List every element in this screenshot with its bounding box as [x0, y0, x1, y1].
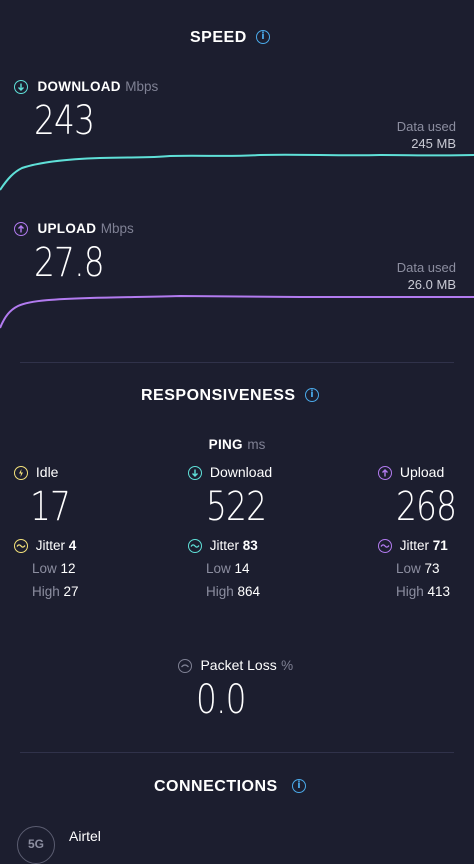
- divider: [20, 752, 454, 753]
- idle-low-label: Low: [32, 561, 57, 576]
- arrow-up-icon: [378, 466, 392, 481]
- connections-info-icon[interactable]: i: [292, 779, 306, 793]
- speed-section-title: SPEED: [190, 29, 247, 46]
- upload-data-used-label: Data used: [396, 260, 456, 275]
- download-low-value: 14: [234, 561, 250, 576]
- connection-type-badge: 5G: [17, 826, 55, 864]
- upload-jitter-label: Jitter: [399, 538, 430, 553]
- jitter-wave-icon: [378, 539, 392, 554]
- upload-jitter-row: Jitter 71: [378, 538, 448, 554]
- download-speed-graph: [0, 153, 474, 191]
- download-speed-value: 243: [34, 98, 95, 144]
- idle-low-row: Low 12: [32, 561, 76, 576]
- download-data-used: Data used 245 MB: [397, 118, 456, 152]
- upload-ping-label: Upload: [399, 464, 445, 480]
- idle-high-value: 27: [63, 584, 79, 599]
- ping-label: PING: [208, 437, 243, 452]
- upload-unit: Mbps: [100, 221, 134, 236]
- download-high-value: 864: [237, 584, 261, 599]
- packet-loss-unit: %: [281, 658, 294, 673]
- upload-high-row: High 413: [396, 584, 450, 599]
- arrow-down-icon: [188, 466, 202, 481]
- upload-low-row: Low 73: [396, 561, 440, 576]
- upload-label-row: UPLOAD Mbps: [14, 220, 134, 238]
- packet-loss-value: 0.0: [196, 677, 247, 723]
- idle-high-label: High: [32, 584, 60, 599]
- idle-jitter-value: 4: [68, 538, 77, 553]
- upload-speed-value: 27.8: [34, 240, 105, 286]
- packet-loss-icon: [178, 658, 192, 673]
- responsiveness-info-icon[interactable]: i: [305, 388, 319, 402]
- upload-low-value: 73: [424, 561, 440, 576]
- download-label: DOWNLOAD: [37, 79, 121, 94]
- divider: [20, 362, 454, 363]
- upload-high-label: High: [396, 584, 424, 599]
- connections-section-title: CONNECTIONS: [154, 778, 278, 795]
- speed-info-icon[interactable]: i: [256, 30, 270, 44]
- download-high-row: High 864: [206, 584, 260, 599]
- download-ping-column: Download: [188, 464, 273, 481]
- download-jitter-label: Jitter: [209, 538, 240, 553]
- upload-high-value: 413: [427, 584, 451, 599]
- provider-name: Airtel: [69, 828, 101, 844]
- download-high-label: High: [206, 584, 234, 599]
- ping-unit: ms: [247, 437, 266, 452]
- packet-loss-label-row: Packet Loss %: [178, 657, 293, 675]
- download-label-row: DOWNLOAD Mbps: [14, 78, 158, 96]
- download-data-used-value: 245 MB: [411, 136, 456, 151]
- ping-label-row: PING ms: [0, 436, 474, 454]
- download-data-used-label: Data used: [396, 119, 456, 134]
- download-unit: Mbps: [125, 79, 159, 94]
- arrow-down-icon: [14, 79, 28, 94]
- idle-ping-value: 17: [30, 484, 71, 530]
- connection-type-label: 5G: [27, 837, 44, 851]
- idle-jitter-row: Jitter 4: [14, 538, 77, 554]
- download-ping-label-row: Download: [188, 464, 273, 481]
- upload-jitter-value: 71: [432, 538, 448, 553]
- arrow-up-icon: [14, 221, 28, 236]
- upload-ping-label-row: Upload: [378, 464, 445, 481]
- upload-speed-graph: [0, 294, 474, 329]
- lightning-icon: [14, 466, 28, 481]
- upload-ping-column: Upload: [378, 464, 445, 481]
- download-ping-value: 522: [206, 484, 267, 530]
- upload-ping-value: 268: [396, 484, 457, 530]
- responsiveness-section-title: RESPONSIVENESS: [141, 387, 296, 404]
- idle-jitter-label: Jitter: [35, 538, 66, 553]
- upload-data-used-value: 26.0 MB: [407, 277, 456, 292]
- idle-label: Idle: [35, 464, 59, 480]
- idle-low-value: 12: [60, 561, 76, 576]
- packet-loss-label: Packet Loss: [200, 657, 277, 673]
- idle-column: Idle: [14, 464, 59, 481]
- jitter-wave-icon: [14, 539, 28, 554]
- upload-low-label: Low: [396, 561, 421, 576]
- download-ping-label: Download: [209, 464, 273, 480]
- upload-data-used: Data used 26.0 MB: [397, 259, 456, 293]
- download-jitter-row: Jitter 83: [188, 538, 258, 554]
- download-jitter-value: 83: [242, 538, 258, 553]
- download-low-row: Low 14: [206, 561, 250, 576]
- idle-high-row: High 27: [32, 584, 79, 599]
- upload-label: UPLOAD: [37, 221, 97, 236]
- jitter-wave-icon: [188, 539, 202, 554]
- download-low-label: Low: [206, 561, 231, 576]
- idle-label-row: Idle: [14, 464, 59, 481]
